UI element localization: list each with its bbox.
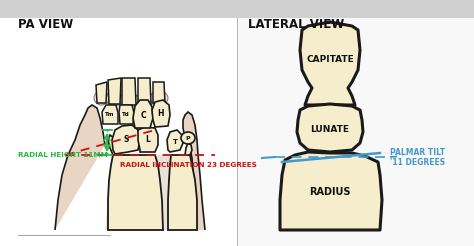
Polygon shape xyxy=(96,82,107,103)
Text: P: P xyxy=(186,136,191,140)
Bar xyxy=(0,0,474,18)
Ellipse shape xyxy=(94,91,109,105)
Polygon shape xyxy=(100,155,200,230)
Polygon shape xyxy=(108,135,116,155)
Polygon shape xyxy=(55,105,105,230)
Polygon shape xyxy=(183,112,205,230)
Text: RADIAL HEIGHT 11MM: RADIAL HEIGHT 11MM xyxy=(18,152,108,158)
Text: L: L xyxy=(146,136,150,144)
Ellipse shape xyxy=(106,92,123,106)
Polygon shape xyxy=(108,155,163,230)
Ellipse shape xyxy=(135,93,154,107)
Ellipse shape xyxy=(119,93,139,107)
Ellipse shape xyxy=(150,91,168,105)
Text: RADIUS: RADIUS xyxy=(309,187,351,197)
Text: PA VIEW: PA VIEW xyxy=(18,18,73,31)
Text: T: T xyxy=(173,139,177,145)
Text: RADIAL INCLINATION 23 DEGREES: RADIAL INCLINATION 23 DEGREES xyxy=(120,162,257,168)
Text: H: H xyxy=(158,109,164,119)
Polygon shape xyxy=(300,22,360,105)
Text: LUNATE: LUNATE xyxy=(310,125,349,135)
Polygon shape xyxy=(153,82,165,103)
Polygon shape xyxy=(122,78,136,105)
Polygon shape xyxy=(112,125,140,154)
Polygon shape xyxy=(280,152,382,230)
Polygon shape xyxy=(167,130,183,152)
Ellipse shape xyxy=(181,132,195,144)
Polygon shape xyxy=(138,127,158,152)
Text: Td: Td xyxy=(122,112,130,118)
Polygon shape xyxy=(108,78,121,104)
Bar xyxy=(237,18,474,246)
Polygon shape xyxy=(185,143,192,155)
Polygon shape xyxy=(168,155,197,230)
Polygon shape xyxy=(138,78,151,105)
Polygon shape xyxy=(133,100,153,128)
Text: LATERAL VIEW: LATERAL VIEW xyxy=(248,18,344,31)
Text: CAPITATE: CAPITATE xyxy=(306,56,354,64)
Text: Tm: Tm xyxy=(105,112,115,118)
Polygon shape xyxy=(102,105,118,124)
Polygon shape xyxy=(119,105,134,124)
Text: S: S xyxy=(123,136,128,144)
Text: PALMAR TILT
'11 DEGREES: PALMAR TILT '11 DEGREES xyxy=(390,148,445,167)
Text: C: C xyxy=(140,110,146,120)
Polygon shape xyxy=(297,104,363,152)
Polygon shape xyxy=(152,100,170,127)
